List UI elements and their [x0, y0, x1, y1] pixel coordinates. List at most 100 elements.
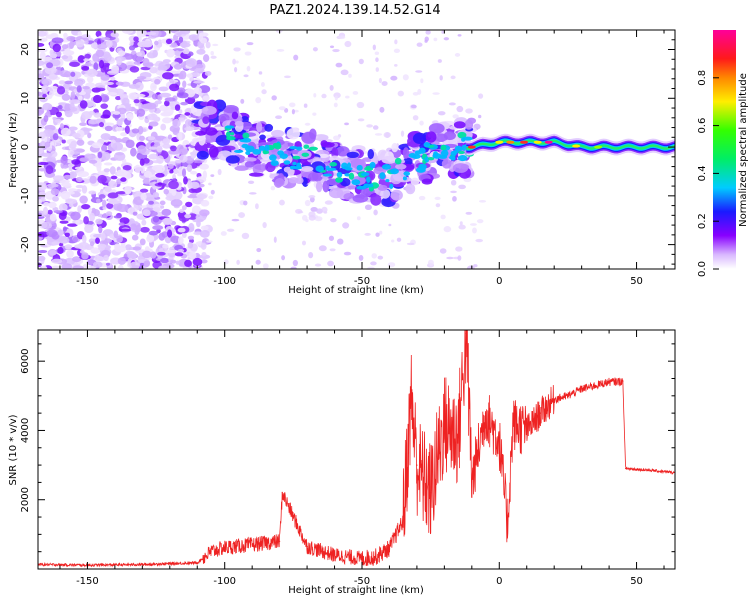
spectrogram-noise-blob — [77, 170, 89, 178]
spectrogram-noise-blob — [195, 80, 204, 84]
spectrogram-noise-blob — [374, 133, 383, 136]
spectrogram-noise-blob — [145, 197, 157, 202]
spectrogram-noise-blob — [67, 159, 72, 164]
spectrogram-noise-blob — [337, 35, 346, 40]
spectrogram-band-core — [289, 165, 295, 170]
spectrogram-noise-blob — [76, 139, 85, 146]
spectrogram-band-core — [348, 172, 355, 180]
spectrogram-noise-blob — [61, 139, 66, 144]
spectrogram-noise-blob — [160, 257, 170, 264]
spectrogram-noise-blob — [64, 244, 73, 250]
spectrogram-noise-blob — [56, 86, 66, 95]
spectrogram-noise-blob — [70, 91, 76, 100]
spectrogram-noise-blob — [38, 199, 42, 205]
spectrogram-noise-blob — [136, 76, 147, 80]
snr-data-point — [388, 547, 391, 549]
spectrogram-noise-blob — [153, 63, 160, 67]
spectrogram-noise-blob — [199, 209, 210, 217]
spectrogram-noise-blob — [131, 128, 140, 134]
snr-data-point — [306, 545, 308, 548]
spectrogram-noise-blob — [72, 265, 84, 269]
spectrogram-noise-blob — [75, 40, 84, 48]
spectrogram-peak — [506, 140, 515, 144]
spectrogram-noise-blob — [103, 122, 115, 126]
spectrogram-noise-blob — [180, 101, 189, 106]
spectrogram-noise-blob — [152, 191, 160, 198]
spectrogram-noise-blob — [112, 142, 124, 151]
spectrogram-noise-blob — [147, 113, 158, 121]
spectrogram-noise-blob — [154, 100, 162, 105]
spectrogram-noise-blob — [83, 58, 90, 62]
spectrogram-noise-blob — [357, 118, 365, 122]
spectrogram-noise-blob — [83, 128, 93, 132]
spectrogram-noise-blob — [372, 125, 379, 130]
snr-data-point — [279, 540, 281, 542]
spectrogram-band-core — [233, 149, 244, 153]
spectrogram-noise-blob — [100, 232, 106, 241]
spectrogram-noise-blob — [104, 186, 112, 193]
spectrogram-noise-blob — [178, 116, 188, 120]
spectrogram-noise-blob — [206, 240, 213, 243]
spectrogram-band-blob — [201, 105, 217, 116]
spectrogram-noise-blob — [348, 73, 352, 78]
snr-data-point — [622, 380, 624, 382]
spectrogram-noise-blob — [172, 168, 179, 175]
spectrogram-noise-blob — [83, 216, 89, 225]
spectrogram-band-blob — [231, 111, 239, 120]
spectrogram-noise-blob — [149, 66, 158, 74]
spectrogram-noise-blob — [170, 199, 183, 207]
spectrogram-noise-blob — [61, 93, 71, 101]
spectrogram-noise-blob — [425, 30, 431, 35]
spectrogram-noise-blob — [334, 95, 338, 101]
spectrogram-band-core — [335, 177, 343, 183]
spectrogram-noise-blob — [249, 192, 257, 195]
spectrogram-noise-blob — [200, 225, 209, 231]
spectrogram-band-blob — [453, 121, 466, 129]
spectrogram-noise-blob — [171, 187, 177, 196]
spectrogram-band-core — [347, 162, 352, 169]
spectrogram-band-blob — [234, 165, 249, 171]
spectrogram-noise-blob — [121, 30, 134, 34]
spectrogram-noise-blob — [133, 93, 146, 98]
spectrogram-noise-blob — [186, 164, 193, 172]
spectrogram-band-core — [379, 172, 386, 180]
spectrogram-noise-blob — [467, 265, 475, 269]
spectrogram-noise-blob — [177, 87, 186, 94]
spectrogram-noise-blob — [72, 236, 78, 243]
spectrogram-noise-blob — [60, 127, 71, 137]
snr-data-point — [608, 381, 610, 383]
spectrogram-noise-blob — [64, 232, 70, 238]
spectrogram-noise-blob — [44, 141, 51, 148]
spectrogram-band-blob — [315, 180, 323, 193]
spectrogram-noise-blob — [164, 249, 176, 254]
spectrogram-peak — [467, 145, 476, 149]
spectrogram-noise-blob — [162, 244, 169, 249]
spectrogram-noise-blob — [159, 92, 172, 98]
spectrogram-band-core — [270, 160, 279, 167]
snr-data-point — [375, 556, 377, 558]
spectrogram-noise-blob — [38, 48, 48, 53]
spectrogram-noise-blob — [182, 48, 190, 55]
spectrogram-noise-blob — [343, 251, 352, 256]
spectrogram-noise-blob — [95, 218, 103, 225]
spectrogram-noise-blob — [185, 58, 198, 68]
spectrogram-band-core — [408, 153, 417, 158]
spectrogram-noise-blob — [344, 40, 352, 48]
spectrogram-noise-blob — [71, 159, 81, 165]
spectrogram-noise-blob — [38, 191, 47, 198]
spectrogram-noise-blob — [265, 134, 273, 139]
spectrogram-band-core — [424, 156, 430, 163]
spectrogram-noise-blob — [81, 185, 88, 194]
spectrogram-noise-blob — [164, 100, 170, 107]
spectrogram-x-axis-label: Height of straight line (km) — [288, 285, 424, 296]
spectrogram-noise-blob — [165, 38, 173, 45]
spectrogram-noise-blob — [140, 193, 147, 201]
spectrogram-band-blob — [428, 123, 445, 134]
spectrogram-noise-blob — [241, 232, 250, 240]
spectrogram-noise-blob — [115, 126, 123, 132]
spectrogram-noise-blob — [82, 85, 90, 90]
spectrogram-noise-blob — [385, 132, 390, 138]
spectrogram-noise-blob — [125, 250, 135, 256]
spectrogram-noise-blob — [119, 228, 132, 232]
